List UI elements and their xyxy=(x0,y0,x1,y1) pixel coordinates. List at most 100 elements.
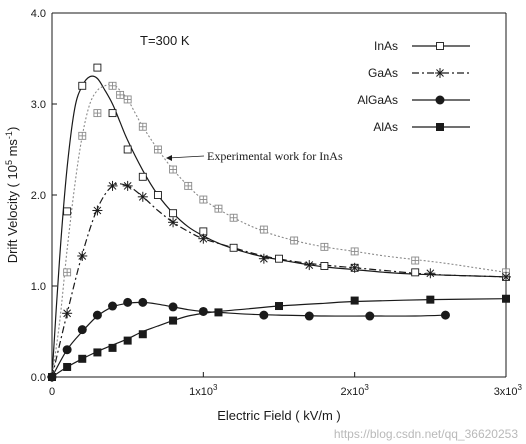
point-gaas-11 xyxy=(349,262,360,273)
y-axis-title-tail: ms xyxy=(5,139,20,160)
point-experimental-work-for-inas-16 xyxy=(320,242,329,251)
series-line-alas xyxy=(51,298,507,378)
point-gaas-2 xyxy=(77,250,88,261)
point-experimental-work-for-inas-9 xyxy=(169,165,178,174)
point-experimental-work-for-inas-17 xyxy=(350,247,359,256)
legend-label-algaas: AlGaAs xyxy=(357,93,398,107)
y-tick-label-3: 3.0 xyxy=(31,99,46,111)
point-alas-11 xyxy=(426,295,435,304)
y-axis-title-end: ) xyxy=(5,127,20,131)
y-tick-label-2: 2.0 xyxy=(31,190,46,202)
point-gaas-4 xyxy=(107,180,118,191)
experimental-annotation: Experimental work for InAs xyxy=(166,149,343,163)
point-algaas-12 xyxy=(440,310,450,320)
point-algaas-8 xyxy=(198,306,208,316)
point-algaas-1 xyxy=(62,345,72,355)
legend-label-gaas: GaAs xyxy=(368,66,398,80)
x-tick-label-3: 3x103 xyxy=(494,383,523,398)
point-alas-3 xyxy=(93,348,102,357)
y-axis-title-exp: 5 xyxy=(4,160,14,165)
legend-label-alas: AlAs xyxy=(373,120,398,134)
point-gaas-10 xyxy=(304,260,315,271)
point-inas-12 xyxy=(320,262,329,270)
point-alas-4 xyxy=(108,343,117,352)
point-inas-6 xyxy=(138,172,147,181)
point-alas-9 xyxy=(275,302,283,311)
point-experimental-work-for-inas-2 xyxy=(78,131,87,140)
x-tick-label-0: 0 xyxy=(49,386,55,398)
legend-marker-inas xyxy=(436,42,444,50)
series-line-gaas xyxy=(51,183,507,378)
x-tick-label-1: 1x103 xyxy=(189,383,218,398)
point-experimental-work-for-inas-12 xyxy=(214,204,223,213)
point-gaas-13 xyxy=(501,271,511,282)
experimental-label: Experimental work for InAs xyxy=(207,149,343,163)
point-algaas-4 xyxy=(108,301,118,311)
y-tick-label-0: 0.0 xyxy=(31,372,46,384)
y-axis-title-main: Drift Velocity ( 10 xyxy=(5,165,20,263)
y-tick-label-4: 4.0 xyxy=(31,8,46,20)
point-gaas-3 xyxy=(92,205,103,216)
point-gaas-7 xyxy=(168,217,179,228)
point-experimental-work-for-inas-5 xyxy=(116,90,125,99)
point-experimental-work-for-inas-18 xyxy=(411,256,420,265)
y-axis-title-exp2: -1 xyxy=(4,131,14,139)
point-gaas-12 xyxy=(425,268,436,279)
point-inas-3 xyxy=(93,63,102,72)
point-gaas-8 xyxy=(198,233,209,244)
point-experimental-work-for-inas-6 xyxy=(123,95,132,104)
temperature-annotation: T=300 K xyxy=(140,33,190,48)
legend-label-inas: InAs xyxy=(374,39,398,53)
point-alas-12 xyxy=(502,294,510,303)
experimental-pointer-arrow xyxy=(166,155,172,161)
point-experimental-work-for-inas-11 xyxy=(199,195,208,204)
experimental-pointer-line xyxy=(167,155,205,159)
point-gaas-9 xyxy=(258,253,269,264)
point-inas-5 xyxy=(123,145,132,154)
point-alas-0 xyxy=(48,373,56,381)
point-experimental-work-for-inas-7 xyxy=(138,122,147,131)
point-inas-14 xyxy=(411,268,420,277)
point-inas-1 xyxy=(63,207,72,216)
point-inas-8 xyxy=(169,209,178,218)
y-tick-label-1: 1.0 xyxy=(31,281,46,293)
point-gaas-5 xyxy=(122,180,133,191)
point-inas-2 xyxy=(78,81,87,90)
y-axis-title: Drift Velocity ( 105 ms-1) xyxy=(4,127,20,264)
point-algaas-6 xyxy=(138,297,148,307)
point-experimental-work-for-inas-13 xyxy=(229,213,238,222)
point-alas-2 xyxy=(78,354,87,363)
series-line-inas xyxy=(51,75,507,378)
point-alas-6 xyxy=(138,330,147,339)
point-algaas-10 xyxy=(304,311,314,321)
point-algaas-9 xyxy=(259,310,269,320)
legend-marker-alas xyxy=(436,123,444,131)
point-alas-7 xyxy=(169,316,178,325)
point-alas-8 xyxy=(214,308,223,317)
point-experimental-work-for-inas-14 xyxy=(259,225,268,234)
point-experimental-work-for-inas-3 xyxy=(93,109,102,118)
axes-layer xyxy=(51,12,507,378)
point-algaas-5 xyxy=(123,297,133,307)
markers-layer xyxy=(47,63,511,382)
point-alas-5 xyxy=(123,336,132,345)
series-line-algaas xyxy=(51,301,446,378)
watermark: https://blog.csdn.net/qq_36620253 xyxy=(334,427,518,441)
ticks-layer: 0.0 1.0 2.0 3.0 4.0 0 1x103 2x103 3x103 xyxy=(31,8,523,398)
point-inas-10 xyxy=(229,243,238,252)
legend-marker-gaas xyxy=(435,68,445,78)
point-inas-11 xyxy=(275,254,283,263)
point-algaas-2 xyxy=(77,325,87,335)
x-tick-label-2: 2x103 xyxy=(341,383,370,398)
legend-marker-algaas xyxy=(435,95,445,105)
point-alas-1 xyxy=(63,362,72,371)
point-algaas-7 xyxy=(168,302,178,312)
point-algaas-3 xyxy=(92,310,102,320)
point-gaas-1 xyxy=(62,308,73,319)
point-algaas-11 xyxy=(365,311,375,321)
point-inas-4 xyxy=(108,109,117,118)
point-gaas-6 xyxy=(137,191,148,202)
curves-layer xyxy=(51,75,507,378)
point-alas-10 xyxy=(350,296,359,305)
